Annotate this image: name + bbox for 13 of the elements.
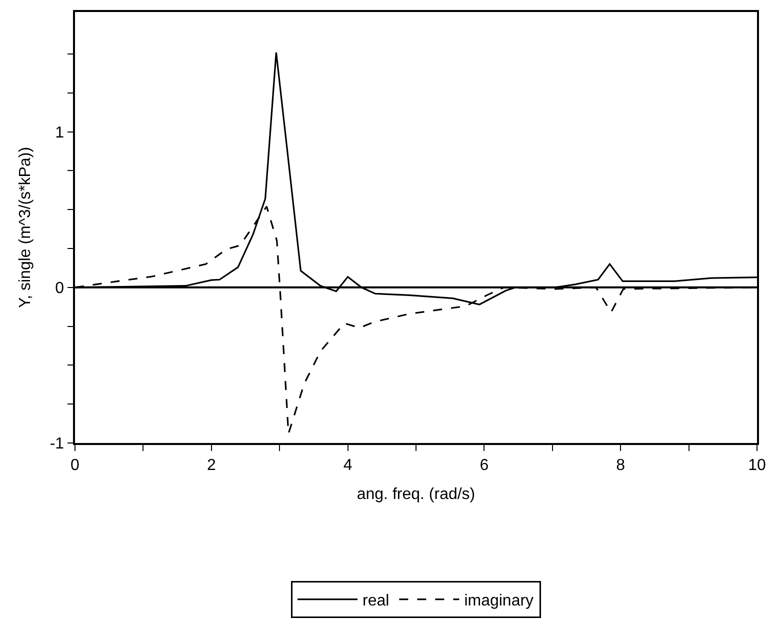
legend-label: real [362, 592, 390, 610]
y-axis-title: Y, single (m^3/(s*kPa)) [17, 146, 34, 308]
x-axis-title: ang. freq. (rad/s) [356, 486, 476, 504]
y-tick-label: 1 [55, 124, 64, 142]
y-tick-label: 0 [55, 280, 64, 297]
x-tick-label: 4 [343, 456, 352, 474]
y-tick-label: -1 [50, 436, 64, 453]
x-tick-label: 8 [616, 456, 626, 474]
x-tick-label: 6 [480, 456, 489, 474]
x-tick-label: 0 [70, 456, 80, 474]
legend-label: imaginary [464, 592, 534, 610]
x-tick-label: 2 [206, 456, 216, 474]
x-tick-label: 10 [748, 456, 766, 474]
